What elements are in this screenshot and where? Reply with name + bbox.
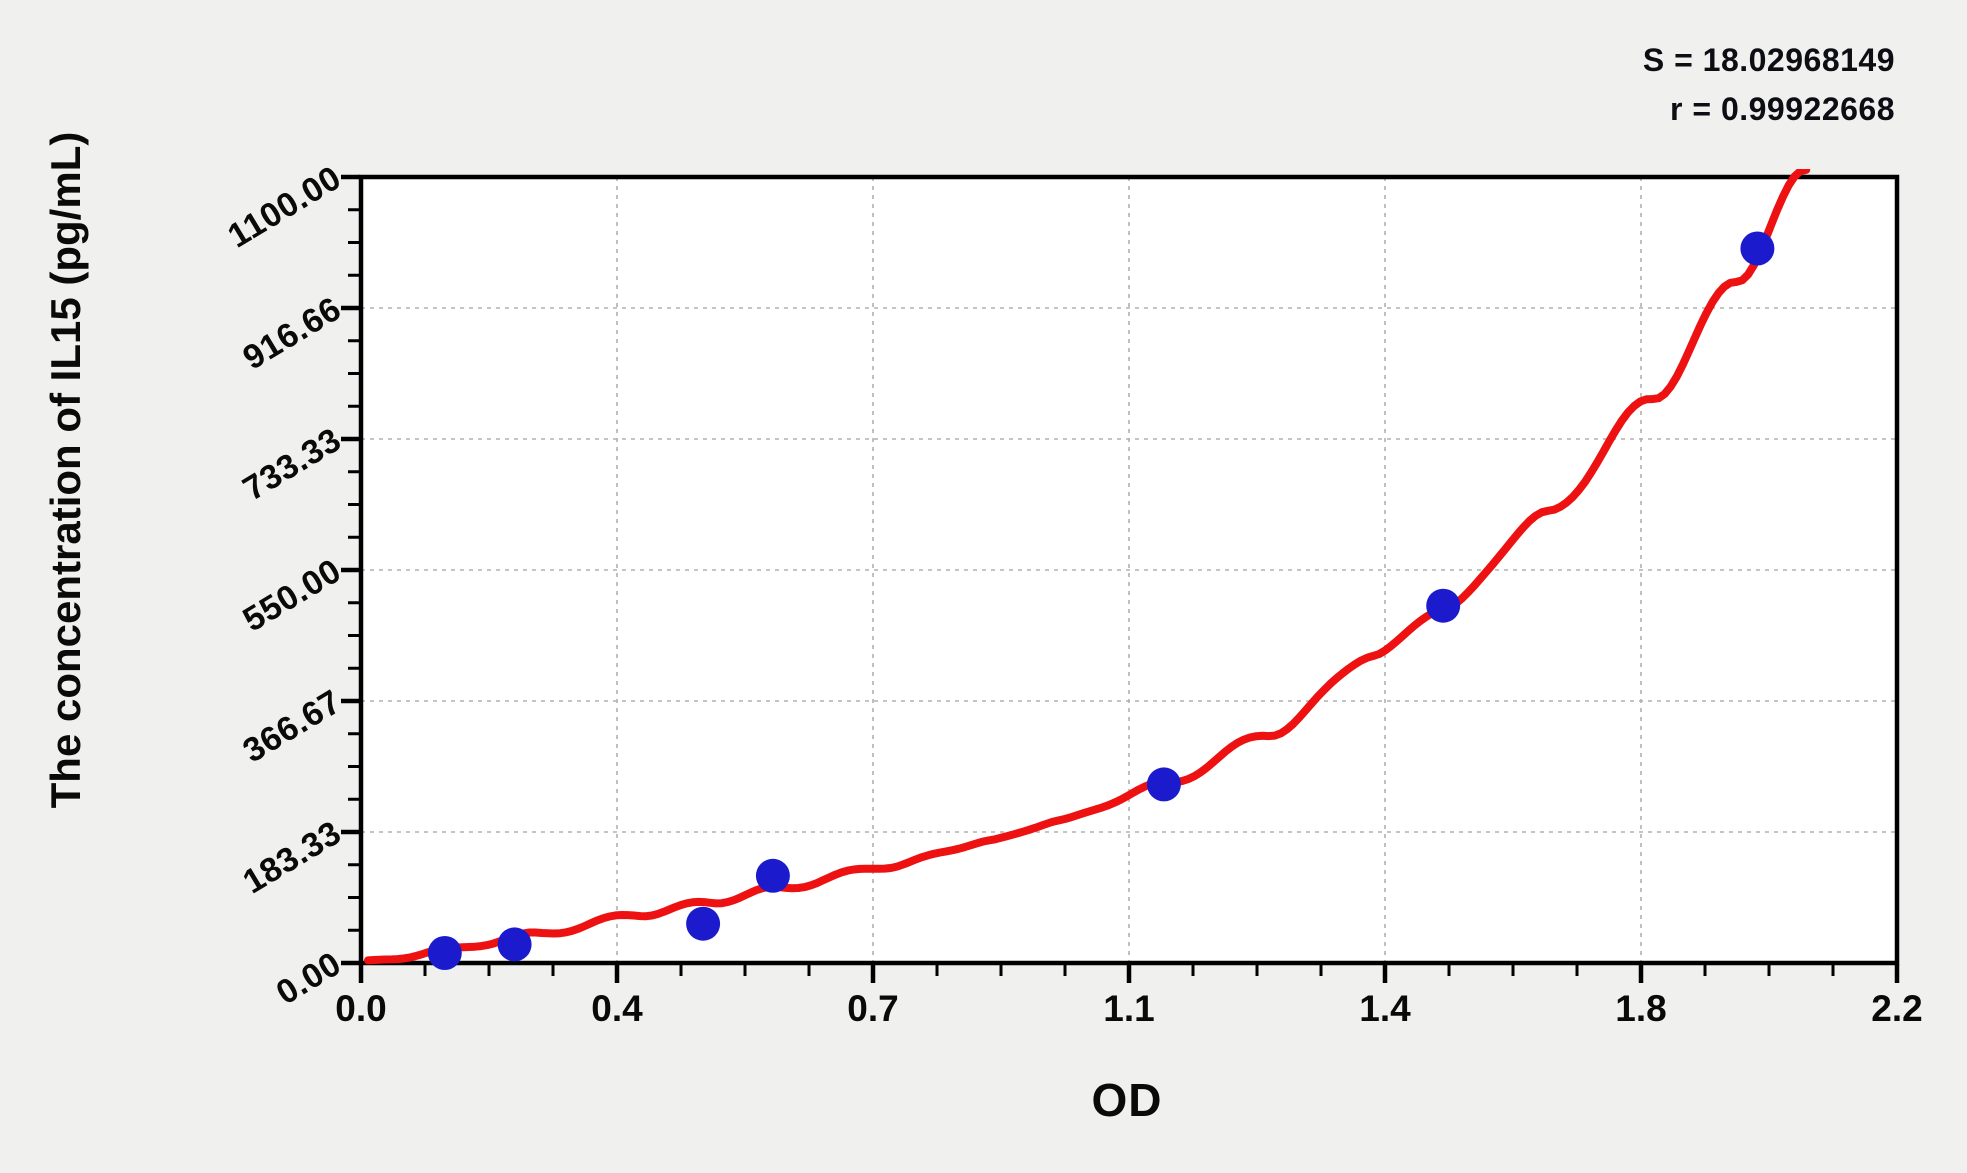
plot-frame — [358, 174, 1900, 966]
data-point — [427, 936, 462, 970]
s-statistic: S = 18.02968149 — [1642, 42, 1895, 78]
data-point — [1426, 588, 1461, 623]
x-axis-title: OD — [1091, 1074, 1163, 1126]
r-statistic: r = 0.99922668 — [1670, 91, 1895, 127]
x-tick-label: 2.2 — [1871, 988, 1923, 1029]
data-point — [497, 927, 532, 962]
x-tick-label: 0.0 — [335, 988, 387, 1029]
data-point — [1740, 231, 1775, 266]
x-tick-label: 0.4 — [591, 988, 643, 1029]
data-point — [686, 906, 721, 941]
x-tick-label: 1.1 — [1103, 988, 1155, 1029]
x-tick-label: 0.7 — [847, 988, 899, 1029]
x-tick-label: 1.8 — [1615, 988, 1667, 1029]
fit-statistics: S = 18.02968149 r = 0.99922668 — [1643, 36, 1895, 134]
data-point — [1146, 767, 1181, 802]
fit-curve — [364, 169, 1811, 965]
x-tick-label: 1.4 — [1359, 988, 1411, 1029]
data-point — [755, 858, 790, 893]
